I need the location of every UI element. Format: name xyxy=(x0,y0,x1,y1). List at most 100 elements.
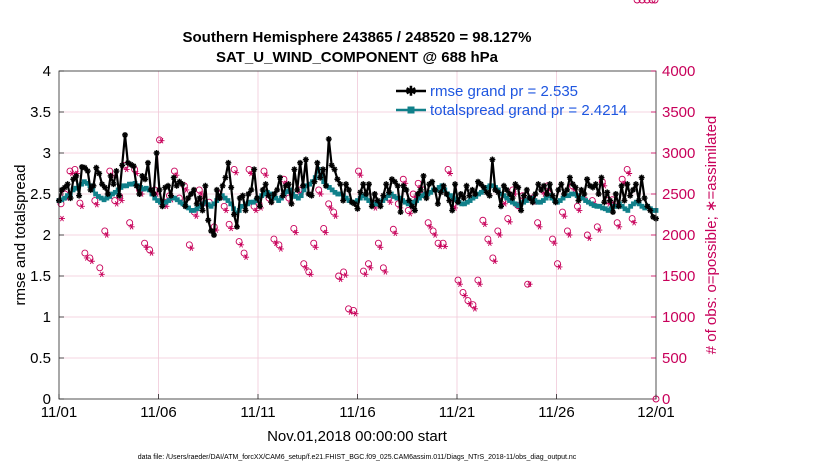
spread-point xyxy=(250,199,256,205)
rmse-point xyxy=(377,203,384,210)
obs-possible-point xyxy=(290,224,298,232)
y-right-tick-label: 3000 xyxy=(662,145,695,162)
rmse-point xyxy=(156,186,163,193)
spread-point xyxy=(143,185,149,191)
spread-point xyxy=(222,195,228,201)
rmse-point xyxy=(440,182,447,189)
spread-point xyxy=(248,199,253,205)
legend-spread-marker-icon xyxy=(407,106,415,114)
chart-title-line-1: Southern Hemisphere 243865 / 248520 = 98… xyxy=(183,29,532,46)
rmse-point xyxy=(205,217,212,224)
rmse-point xyxy=(242,207,249,214)
rmse-point xyxy=(216,195,223,202)
obs-assimilated-point xyxy=(312,244,319,251)
obs-possible-point xyxy=(474,276,482,284)
rmse-point xyxy=(331,166,338,173)
rmse-point xyxy=(196,195,203,202)
obs-possible-point xyxy=(96,264,104,272)
rmse-point xyxy=(388,176,395,183)
spread-point xyxy=(343,195,349,201)
spread-point xyxy=(476,191,481,197)
rmse-point xyxy=(320,166,327,173)
rmse-point xyxy=(142,176,149,183)
rmse-point xyxy=(107,172,114,179)
y-axis-right: 0 500 1000 1500 2000 2500 3000 3500 4000 xyxy=(651,63,695,408)
spread-point xyxy=(625,208,631,213)
rmse-point xyxy=(592,181,599,188)
spread-point xyxy=(374,201,380,207)
obs-assimilated-point xyxy=(113,201,120,207)
rmse-point xyxy=(302,156,309,163)
obs-possible-point xyxy=(623,165,631,173)
rmse-point xyxy=(101,184,108,191)
obs-possible-point xyxy=(613,219,621,227)
rmse-point xyxy=(133,182,140,189)
rmse-point xyxy=(294,186,301,193)
rmse-point xyxy=(176,178,183,185)
rmse-point xyxy=(322,182,329,189)
spread-point xyxy=(591,203,597,208)
obs-assimilated-point xyxy=(78,203,85,210)
spread-point xyxy=(622,206,628,212)
obs-assimilated-point xyxy=(466,301,473,307)
rmse-point xyxy=(67,195,74,202)
y-right-tick-label: 2500 xyxy=(662,186,695,203)
rmse-point xyxy=(615,203,622,210)
rmse-point xyxy=(423,195,430,202)
rmse-point xyxy=(136,191,143,197)
spread-point xyxy=(436,185,442,190)
spread-point xyxy=(208,203,214,209)
spread-point xyxy=(470,195,476,201)
legend-rmse-label: rmse grand pr = 2.535 xyxy=(430,83,578,100)
rmse-point xyxy=(357,189,364,196)
obs-assimilated-point xyxy=(596,227,603,233)
spread-point xyxy=(121,183,127,189)
obs-assimilated-point xyxy=(103,232,110,238)
obs-assimilated-point xyxy=(377,244,384,251)
spread-point xyxy=(81,179,87,185)
spread-point xyxy=(605,208,611,213)
obs-assimilated-point xyxy=(243,254,250,260)
obs-possible-point xyxy=(399,175,407,183)
obs-possible-point xyxy=(494,227,502,235)
obs-assimilated-point xyxy=(367,264,374,271)
rmse-point xyxy=(420,172,427,179)
spread-point xyxy=(524,198,529,203)
rmse-point xyxy=(403,186,410,193)
spread-point xyxy=(169,195,175,201)
rmse-point xyxy=(127,161,134,168)
rmse-point xyxy=(644,203,651,210)
spread-point xyxy=(448,193,453,199)
obs-assimilated-point xyxy=(88,258,95,265)
obs-assimilated-point xyxy=(193,213,200,219)
rmse-point xyxy=(394,182,401,189)
rmse-point xyxy=(526,195,533,202)
spread-point xyxy=(65,193,70,199)
spread-point xyxy=(186,205,191,211)
rmse-point xyxy=(337,181,344,188)
obs-assimilated-point xyxy=(407,210,414,217)
obs-assimilated-point xyxy=(496,232,503,238)
rmse-point xyxy=(182,203,189,210)
rmse-point xyxy=(604,189,611,196)
rmse-point xyxy=(486,192,493,199)
y-left-tick-label: 3.5 xyxy=(30,104,51,121)
obs-possible-point xyxy=(628,215,636,223)
obs-possible-point xyxy=(651,0,659,4)
y-axis-right-label: # of obs: o=possible; ∗=assimilated xyxy=(703,116,720,355)
rmse-point xyxy=(225,159,232,166)
obs-assimilated-point xyxy=(188,245,195,251)
y-right-tick-label: 3500 xyxy=(662,104,695,121)
x-tick-label: 12/01 xyxy=(637,404,675,421)
rmse-point xyxy=(406,197,413,204)
spread-point xyxy=(602,206,608,212)
rmse-point xyxy=(233,223,240,230)
rmse-point xyxy=(469,186,476,193)
obs-assimilated-point xyxy=(183,187,190,193)
rmse-point xyxy=(618,182,625,189)
rmse-point xyxy=(144,159,151,166)
spread-point xyxy=(127,181,132,187)
rmse-point xyxy=(334,176,341,183)
rmse-point xyxy=(612,191,619,197)
obs-assimilated-point xyxy=(456,281,463,288)
